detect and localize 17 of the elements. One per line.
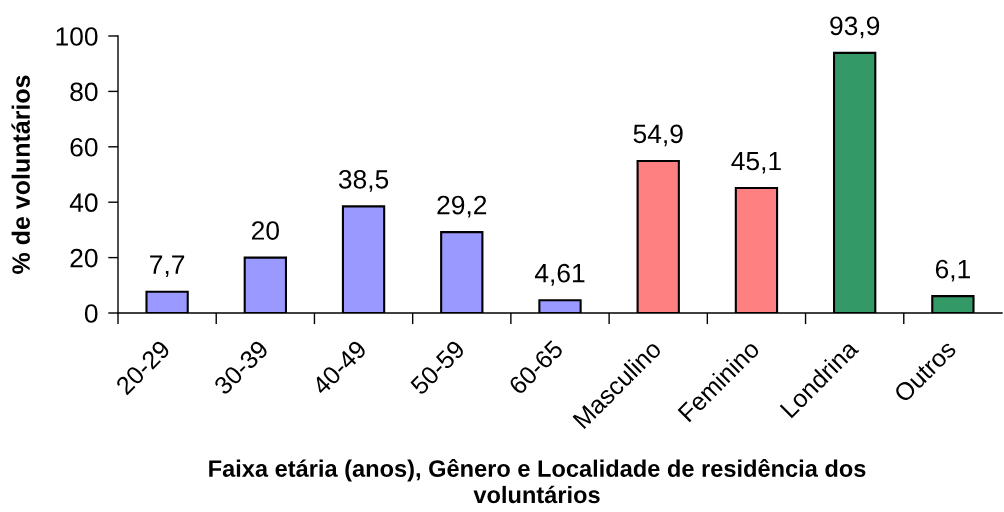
y-tick-label: 0 [84, 304, 98, 323]
data-label: 38,5 [338, 169, 389, 192]
data-label: 6,1 [935, 259, 970, 282]
data-label: 20 [251, 221, 279, 240]
data-label: 45,1 [731, 151, 781, 174]
y-tick-label: 20 [70, 248, 98, 268]
y-tick-label: 80 [70, 82, 98, 102]
data-label: 93,9 [830, 16, 880, 39]
data-label: 29,2 [437, 195, 487, 218]
data-label: 4,61 [534, 263, 585, 286]
data-label: 54,9 [633, 124, 683, 147]
y-tick-label: 40 [69, 193, 98, 213]
y-axis-title: % de voluntários [11, 75, 30, 274]
data-label: 7,7 [150, 255, 185, 278]
y-tick-label: 100 [56, 27, 98, 46]
x-axis-title: Faixa etária (anos), Gênero e Localidade de residência dos voluntários [209, 459, 866, 504]
y-tick-label: 60 [70, 137, 98, 157]
